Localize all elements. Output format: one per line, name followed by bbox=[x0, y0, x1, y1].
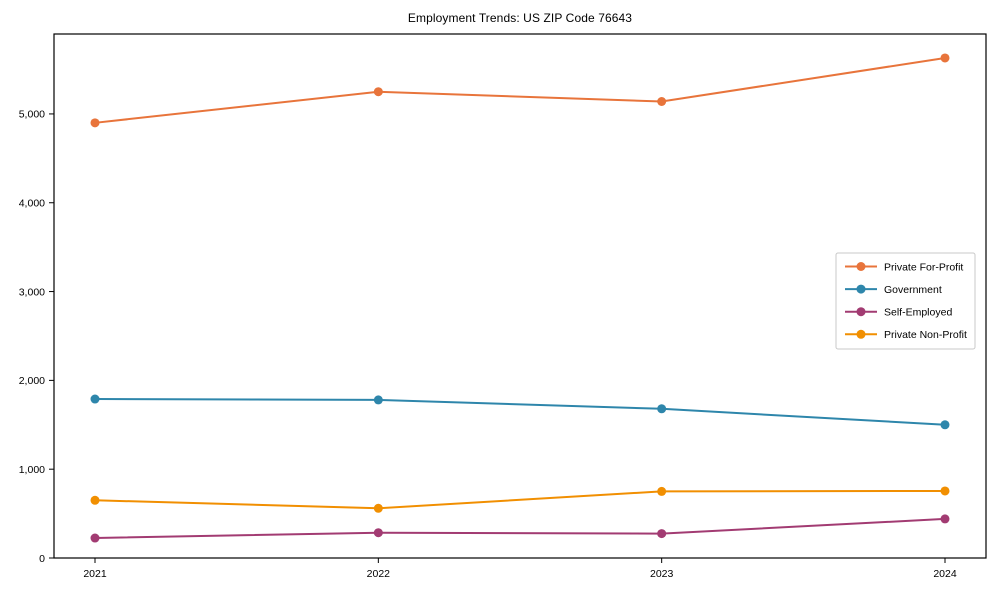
x-tick-label: 2024 bbox=[933, 568, 957, 580]
series-line bbox=[94, 517, 946, 540]
y-tick-label: 5,000 bbox=[19, 109, 45, 121]
legend-marker-dot bbox=[856, 329, 866, 339]
y-tick-label: 1,000 bbox=[19, 464, 45, 476]
legend-box bbox=[835, 252, 976, 350]
data-point-marker bbox=[657, 529, 667, 539]
legend-label: Private Non-Profit bbox=[884, 329, 967, 341]
data-point-marker bbox=[940, 514, 950, 524]
data-point-marker bbox=[373, 503, 383, 513]
data-point-marker bbox=[90, 495, 100, 505]
data-point-marker bbox=[90, 118, 100, 128]
data-point-marker bbox=[940, 53, 950, 63]
legend-label: Government bbox=[884, 284, 942, 296]
data-point-marker bbox=[940, 420, 950, 430]
x-tick-label: 2021 bbox=[83, 568, 107, 580]
series-line bbox=[94, 489, 946, 510]
y-tick-label: 2,000 bbox=[19, 375, 45, 387]
legend-marker-dot bbox=[856, 307, 866, 317]
y-tick-label: 0 bbox=[39, 553, 45, 565]
x-tick-label: 2022 bbox=[367, 568, 391, 580]
legend-label: Self-Employed bbox=[884, 307, 952, 319]
legend-marker-dot bbox=[856, 262, 866, 271]
y-tick-label: 3,000 bbox=[19, 286, 45, 298]
data-point-marker bbox=[657, 486, 667, 496]
legend-label: Private For-Profit bbox=[884, 261, 963, 273]
axes-frame bbox=[53, 33, 987, 559]
data-point-marker bbox=[373, 395, 383, 405]
y-tick-label: 4,000 bbox=[19, 198, 45, 210]
data-point-marker bbox=[940, 486, 950, 496]
data-point-marker bbox=[657, 404, 667, 414]
data-point-marker bbox=[373, 87, 383, 97]
x-tick-label: 2023 bbox=[650, 568, 674, 580]
data-point-marker bbox=[373, 528, 383, 538]
data-point-marker bbox=[90, 533, 100, 543]
data-point-marker bbox=[90, 394, 100, 404]
series-line bbox=[94, 56, 946, 124]
chart-title: Employment Trends: US ZIP Code 76643 bbox=[407, 11, 633, 25]
data-point-marker bbox=[657, 96, 667, 106]
series-line bbox=[94, 398, 946, 426]
legend-marker-dot bbox=[856, 284, 866, 294]
